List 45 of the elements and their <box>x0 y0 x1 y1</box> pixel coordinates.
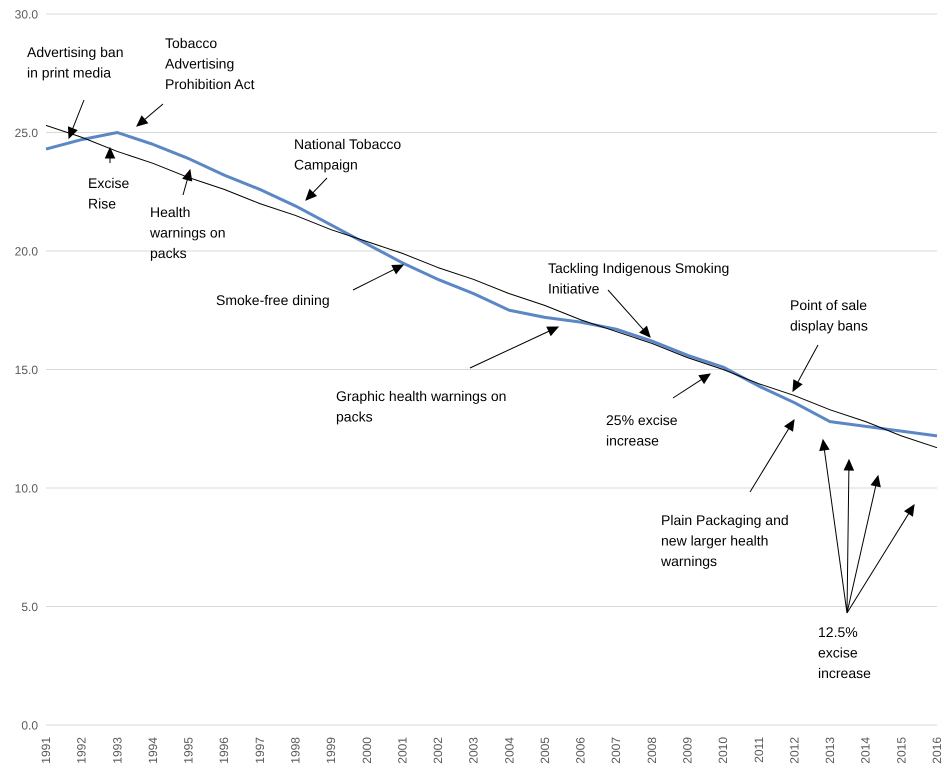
x-tick-label: 2010 <box>716 736 730 764</box>
x-tick-label: 2008 <box>644 736 659 764</box>
x-tick-label: 1991 <box>39 736 53 764</box>
annotation: 25% excise increase <box>606 412 678 448</box>
x-tick-label: 2005 <box>538 736 552 764</box>
x-tick-label: 2016 <box>930 736 944 764</box>
y-tick-label: 20.0 <box>14 244 38 258</box>
y-tick-label: 5.0 <box>21 600 38 614</box>
y-tick-label: 30.0 <box>14 7 38 22</box>
annotation: National Tobacco Campaign <box>294 136 402 172</box>
y-tick-label: 15.0 <box>14 362 38 377</box>
x-tick-label: 2015 <box>894 736 908 764</box>
x-tick-label: 2013 <box>823 736 838 764</box>
annotation: 12.5% excise increase <box>818 624 872 681</box>
x-tick-label: 1993 <box>110 736 124 764</box>
x-tick-label: 2002 <box>431 736 446 764</box>
x-tick-label: 2000 <box>360 736 374 764</box>
x-tick-label: 2014 <box>858 736 873 764</box>
annotation: Plain Packaging and new larger health warnings <box>660 512 789 569</box>
x-tick-label: 2007 <box>609 736 624 764</box>
x-tick-label: 2012 <box>787 736 802 764</box>
x-tick-label: 1994 <box>146 736 160 764</box>
x-tick-label: 2011 <box>752 736 766 763</box>
x-tick-label: 2001 <box>395 736 410 764</box>
annotation: Graphic health warnings on packs <box>336 388 506 424</box>
annotation: Tobacco Advertising Prohibition Act <box>165 35 255 92</box>
annotation: Excise Rise <box>88 175 130 212</box>
x-tick-label: 2003 <box>466 736 481 764</box>
x-tick-label: 1995 <box>182 736 196 764</box>
annotation: Point of sale display bans <box>790 297 868 334</box>
x-tick-label: 1998 <box>288 736 302 764</box>
x-tick-label: 1996 <box>217 736 232 764</box>
x-tick-label: 2004 <box>502 736 516 764</box>
annotation: Tackling Indigenous Smoking Initiative <box>548 260 730 296</box>
annotation: Health warnings on packs <box>149 204 226 261</box>
annotation: Advertising ban in print media <box>27 44 124 80</box>
y-tick-label: 10.0 <box>14 481 38 496</box>
x-tick-label: 1999 <box>324 736 338 764</box>
annotation: Smoke-free dining <box>216 292 330 308</box>
x-tick-label: 2006 <box>574 736 588 764</box>
y-tick-label: 25.0 <box>14 126 38 140</box>
x-tick-label: 2009 <box>680 736 695 764</box>
x-tick-label: 1997 <box>252 736 267 764</box>
y-tick-label: 0.0 <box>21 718 38 732</box>
x-tick-label: 1992 <box>74 736 89 764</box>
